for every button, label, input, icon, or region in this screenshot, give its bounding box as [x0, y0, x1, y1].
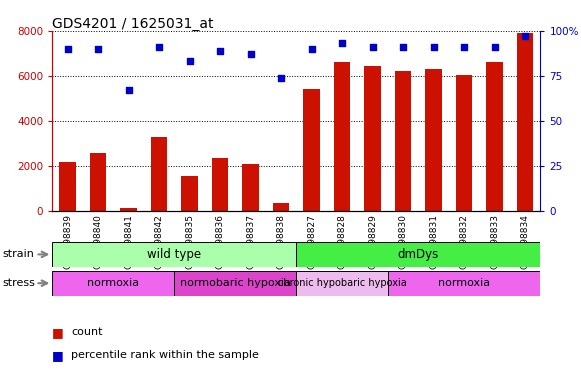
Bar	[120, 208, 137, 211]
Point	[124, 87, 133, 93]
Point	[399, 44, 408, 50]
Point	[63, 46, 72, 52]
Bar	[52, 242, 296, 267]
Point	[307, 46, 316, 52]
Bar	[517, 33, 533, 211]
Bar	[272, 203, 289, 211]
Bar	[456, 75, 472, 211]
Bar	[296, 271, 388, 296]
Bar	[181, 176, 198, 211]
Text: normoxia: normoxia	[87, 278, 139, 288]
Bar	[333, 62, 350, 211]
Point	[185, 58, 194, 65]
Point	[338, 40, 347, 46]
Point	[246, 51, 255, 57]
Bar	[296, 242, 540, 267]
Bar	[211, 158, 228, 211]
Point	[521, 33, 530, 39]
Text: chronic hypobaric hypoxia: chronic hypobaric hypoxia	[278, 278, 407, 288]
Bar	[486, 62, 503, 211]
Text: stress: stress	[3, 278, 36, 288]
Point	[94, 46, 103, 52]
Text: percentile rank within the sample: percentile rank within the sample	[71, 350, 259, 360]
Bar	[52, 271, 174, 296]
Bar	[59, 162, 76, 211]
Text: GDS4201 / 1625031_at: GDS4201 / 1625031_at	[52, 17, 214, 31]
Point	[277, 74, 286, 81]
Bar	[364, 66, 381, 211]
Bar	[303, 89, 320, 211]
Bar	[174, 271, 296, 296]
Point	[155, 44, 164, 50]
Point	[490, 44, 499, 50]
Bar	[425, 69, 442, 211]
Text: wild type: wild type	[147, 248, 202, 261]
Bar	[394, 71, 411, 211]
Text: strain: strain	[3, 249, 35, 259]
Bar	[89, 152, 106, 211]
Point	[460, 44, 469, 50]
Text: normobaric hypoxia: normobaric hypoxia	[180, 278, 290, 288]
Text: ■: ■	[52, 326, 64, 339]
Text: dmDys: dmDys	[398, 248, 439, 261]
Bar	[150, 137, 167, 211]
Text: normoxia: normoxia	[438, 278, 490, 288]
Bar	[242, 164, 259, 211]
Bar	[388, 271, 540, 296]
Point	[368, 44, 377, 50]
Text: ■: ■	[52, 349, 64, 362]
Text: count: count	[71, 327, 102, 337]
Point	[216, 48, 225, 54]
Point	[429, 44, 438, 50]
